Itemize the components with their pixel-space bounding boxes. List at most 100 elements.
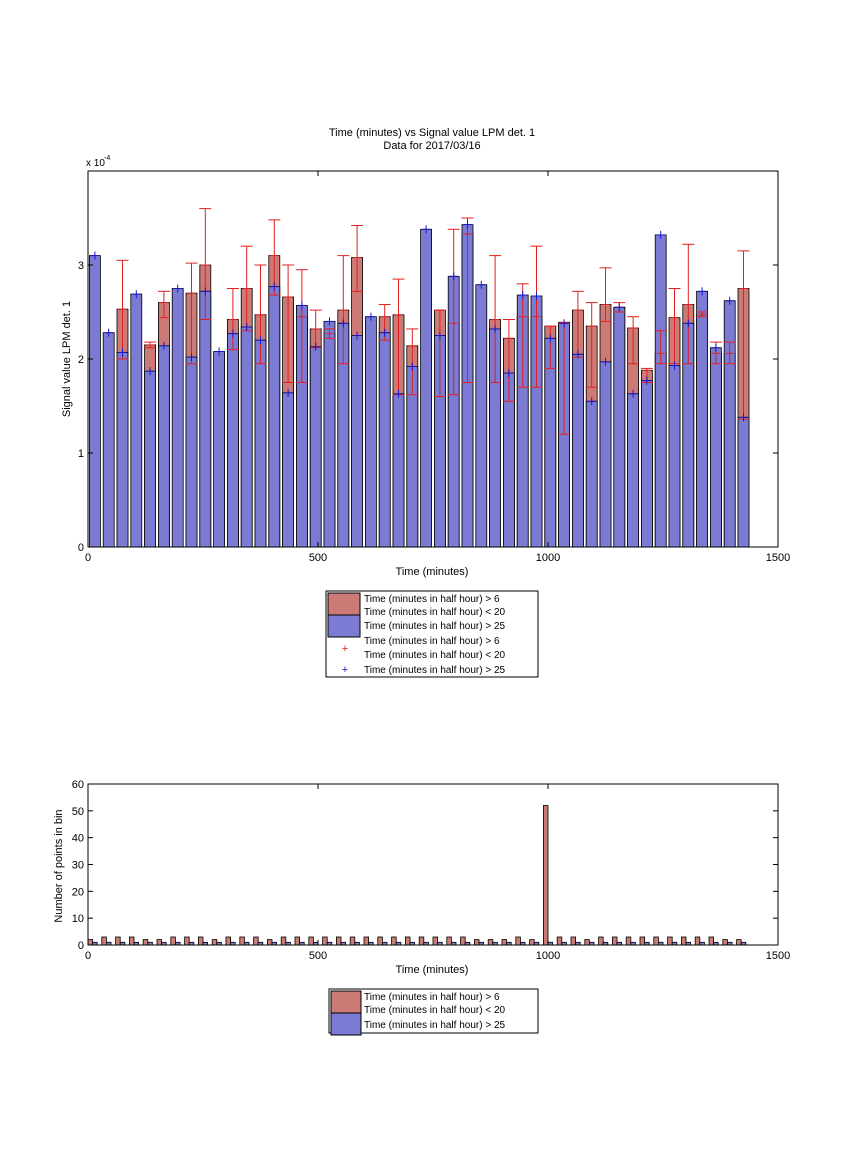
top-ticks: 0 500 1000 1500 0 1 2 3 [78, 171, 790, 564]
top-errorbar-1 [144, 341, 157, 349]
bottom-bar-s1-12 [253, 936, 259, 946]
top-marker-37 [601, 357, 610, 366]
top-legend-marker-late: + [342, 664, 348, 676]
bottom-bar-s1-11 [239, 936, 245, 946]
top-marker-12 [256, 336, 265, 345]
top-marker-19 [353, 331, 362, 340]
bottom-bar-s1-40 [639, 936, 645, 946]
top-marker-5 [159, 341, 168, 350]
bottom-bar-s1-32 [529, 939, 535, 946]
top-exponent-label: x 10 -4 [86, 155, 110, 169]
top-bar-s2-33 [544, 337, 557, 548]
top-marker-20 [366, 312, 375, 321]
top-errorbar-23 [516, 283, 529, 388]
bottom-bar-s1-19 [349, 936, 356, 946]
bottom-bar-s1-8 [197, 936, 204, 946]
bottom-bar-s1-3 [128, 936, 135, 946]
bottom-ytick-label-4: 40 [72, 833, 84, 845]
top-marker-28 [477, 280, 486, 289]
top-errorbar-9 [282, 264, 295, 383]
bottom-bar-s1-46 [722, 939, 728, 946]
top-errorbar-18 [433, 309, 446, 398]
bottom-bar-s1-41 [653, 936, 659, 946]
bottom-bar-s1-23 [404, 936, 411, 946]
bottom-bar-s1-4 [142, 939, 149, 946]
top-errorbar-3 [185, 262, 198, 365]
bottom-bar-s1-18 [335, 936, 342, 946]
top-xtick-label-3: 1500 [766, 552, 790, 564]
bottom-legend-label-1: Time (minutes in half hour) > 6 [364, 992, 500, 1003]
top-bar-s2-3 [130, 293, 143, 548]
top-errorbar-13 [337, 255, 350, 365]
top-xtick-label-0: 0 [85, 552, 91, 564]
top-marker-44 [698, 287, 707, 296]
top-bar-s2-1 [102, 332, 115, 548]
bottom-bar-s1-42 [667, 936, 673, 946]
top-bar-s2-19 [351, 335, 364, 548]
top-bar-s2-17 [323, 320, 336, 548]
top-marker-17 [325, 317, 334, 326]
top-errorbar-29 [599, 267, 612, 322]
bottom-bar-s1-35 [570, 936, 576, 946]
bottom-xtick-label-3: 1500 [766, 950, 790, 962]
top-legend-label-6: Time (minutes in half hour) > 25 [364, 665, 506, 676]
top-errorbar-2 [157, 290, 170, 319]
top-legend-label-5: Time (minutes in half hour) < 20 [364, 650, 506, 661]
top-marker-14 [284, 388, 293, 397]
top-bar-s2-0 [89, 255, 101, 548]
top-errorbar-17 [406, 328, 419, 396]
top-legend-swatch-late [327, 614, 361, 638]
bottom-ylabel: Number of points in bin [53, 809, 65, 922]
bottom-bar-s1-39 [625, 936, 632, 946]
top-marker-23 [408, 362, 417, 371]
bottom-ytick-label-2: 20 [72, 886, 84, 898]
top-ytick-label-1: 1 [78, 448, 84, 460]
top-errorbar-28 [585, 302, 598, 388]
bottom-bar-s1-37 [598, 936, 604, 946]
bottom-xtick-label-2: 1000 [536, 950, 560, 962]
bottom-bar-s1-45 [708, 936, 714, 946]
top-bar-s2-41 [654, 234, 667, 548]
top-errorbar-11 [309, 309, 322, 349]
top-legend-label-1: Time (minutes in half hour) > 6 [364, 594, 500, 605]
bottom-bar-s1-36 [584, 939, 590, 946]
top-bar-s2-28 [475, 284, 488, 548]
top-errorbar-0 [116, 259, 129, 360]
top-marker-43 [684, 319, 693, 328]
top-errorbar-24 [530, 245, 543, 388]
top-errorbar-38 [723, 341, 736, 365]
bottom-legend: Time (minutes in half hour) > 6 Time (mi… [328, 988, 539, 1036]
bottom-bar-s1-30 [501, 939, 507, 946]
bottom-legend-label-2: Time (minutes in half hour) < 20 [364, 1005, 506, 1016]
top-bar-s2-2 [116, 351, 129, 548]
bottom-plot-area [87, 805, 747, 946]
bottom-axes-box [87, 783, 779, 946]
bottom-ytick-label-5: 50 [72, 806, 84, 818]
bottom-bar-s1-29 [487, 939, 494, 946]
top-marker-6 [173, 284, 182, 293]
bottom-ytick-label-1: 10 [72, 913, 84, 925]
top-xtick-label-2: 1000 [536, 552, 560, 564]
top-errorbar-27 [571, 290, 584, 358]
top-marker-35 [573, 350, 582, 359]
top-marker-41 [656, 230, 665, 239]
top-bar-s2-9 [213, 351, 226, 548]
bottom-bar-s1-6 [170, 936, 176, 946]
top-marker-40 [642, 376, 651, 385]
top-bar-s2-7 [185, 356, 198, 548]
bottom-xtick-label-1: 500 [309, 950, 327, 962]
bottom-bar-s1-38 [612, 936, 618, 946]
bottom-bar-s1-15 [294, 936, 300, 946]
top-marker-36 [587, 397, 596, 406]
bottom-bar-s1-44 [694, 936, 701, 946]
top-marker-8 [201, 287, 210, 296]
top-bar-s2-42 [668, 365, 681, 548]
top-exponent-base: x 10 [86, 158, 105, 169]
top-legend-label-4: Time (minutes in half hour) > 6 [364, 636, 500, 647]
top-errorbar-31 [627, 316, 640, 365]
bottom-legend-label-3: Time (minutes in half hour) > 25 [364, 1020, 506, 1031]
top-marker-9 [215, 347, 224, 356]
bottom-bar-s1-1 [101, 936, 107, 946]
top-bar-s2-45 [710, 347, 722, 548]
top-legend-label-3: Time (minutes in half hour) > 25 [364, 621, 506, 632]
